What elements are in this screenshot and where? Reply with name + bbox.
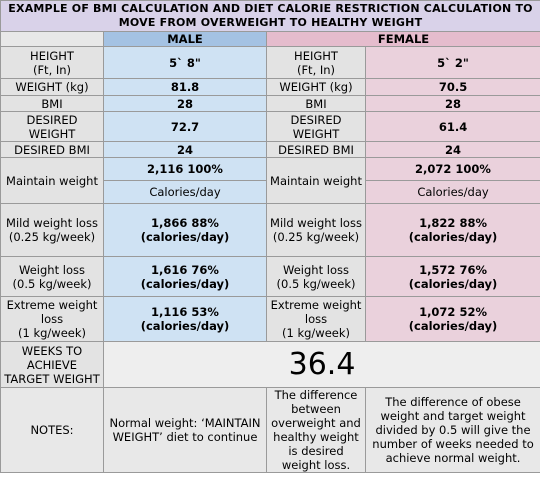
bmi-label: BMI	[0, 95, 104, 112]
male-maintain: 2,116 100%	[103, 157, 267, 181]
male-bmi: 28	[103, 95, 267, 112]
male-height: 5` 8"	[103, 46, 267, 79]
maintain-label: Maintain weight	[0, 157, 104, 204]
female-maintain-unit: Calories/day	[364, 180, 540, 204]
desired-bmi-label: DESIRED BMI	[0, 141, 104, 158]
male-desired-weight: 72.7	[103, 111, 267, 142]
desired-weight-label: DESIRED WEIGHT	[0, 111, 104, 142]
male-header: MALE	[103, 31, 267, 47]
female-weight-loss-label: Weight loss (0.5 kg/week)	[266, 256, 366, 297]
female-note: The difference of obese weight and targe…	[364, 387, 540, 473]
male-note: Normal weight: ‘MAINTAIN WEIGHT’ diet to…	[103, 387, 267, 473]
female-bmi-label: BMI	[266, 95, 366, 112]
female-maintain-label: Maintain weight	[266, 157, 366, 204]
female-maintain: 2,072 100%	[364, 157, 540, 181]
weight-loss-label: Weight loss (0.5 kg/week)	[0, 256, 104, 297]
height-label: HEIGHT (Ft, In)	[0, 46, 104, 79]
female-height-label: HEIGHT (Ft, In)	[266, 46, 366, 79]
female-weight-loss: 1,572 76% (calories/day)	[364, 256, 540, 297]
header-blank	[0, 31, 104, 47]
male-extreme-loss: 1,116 53% (calories/day)	[103, 296, 267, 342]
female-note-label: The difference between overweight and he…	[266, 387, 366, 473]
weight-label: WEIGHT (kg)	[0, 78, 104, 96]
extreme-loss-label: Extreme weight loss (1 kg/week)	[0, 296, 104, 342]
female-desired-bmi-label: DESIRED BMI	[266, 141, 366, 158]
female-bmi: 28	[364, 95, 540, 112]
female-desired-weight-label: DESIRED WEIGHT	[266, 111, 366, 142]
male-weight: 81.8	[103, 78, 267, 96]
male-mild-loss: 1,866 88% (calories/day)	[103, 203, 267, 257]
mild-loss-label: Mild weight loss (0.25 kg/week)	[0, 203, 104, 257]
female-weight-label: WEIGHT (kg)	[266, 78, 366, 96]
female-weight: 70.5	[364, 78, 540, 96]
weeks-label: WEEKS TO ACHIEVE TARGET WEIGHT	[0, 341, 104, 388]
weeks-value: 36.4	[102, 341, 540, 388]
notes-label: NOTES:	[0, 387, 104, 473]
female-mild-loss-label: Mild weight loss (0.25 kg/week)	[266, 203, 366, 257]
male-desired-bmi: 24	[103, 141, 267, 158]
female-mild-loss: 1,822 88% (calories/day)	[364, 203, 540, 257]
female-header: FEMALE	[265, 31, 540, 47]
female-height: 5` 2"	[364, 46, 540, 79]
female-desired-weight: 61.4	[364, 111, 540, 142]
male-maintain-unit: Calories/day	[103, 180, 267, 204]
female-extreme-loss: 1,072 52% (calories/day)	[364, 296, 540, 342]
female-desired-bmi: 24	[364, 141, 540, 158]
female-extreme-loss-label: Extreme weight loss (1 kg/week)	[266, 296, 366, 342]
male-weight-loss: 1,616 76% (calories/day)	[103, 256, 267, 297]
table-title: EXAMPLE OF BMI CALCULATION AND DIET CALO…	[0, 0, 540, 32]
